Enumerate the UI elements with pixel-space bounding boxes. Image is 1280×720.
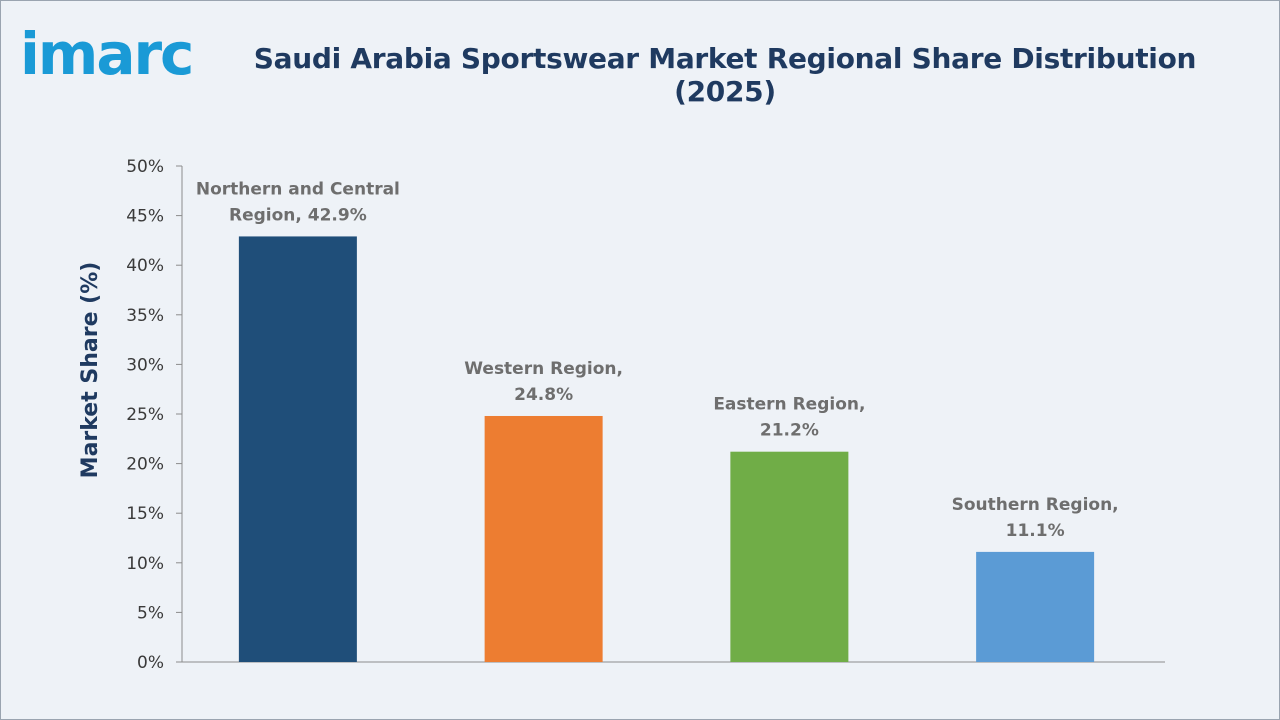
imarc-logo: imarc [20, 22, 194, 82]
y-tick-label: 15% [126, 504, 164, 524]
data-label: Region, 42.9% [229, 205, 367, 225]
bar-eastern-region [730, 451, 849, 662]
axes: 0% 5% 10% 15% 20% 25% 30% 35% 40% 45% 50% [126, 157, 1165, 673]
data-label: Western Region, [464, 359, 623, 379]
y-tick-label: 5% [137, 603, 164, 623]
y-tick-label: 45% [126, 207, 164, 227]
data-label: Northern and Central [196, 179, 400, 199]
bar-western-region [484, 415, 603, 662]
y-tick-label: 20% [126, 455, 164, 475]
y-tick-label: 35% [126, 306, 164, 326]
y-tick-label: 25% [126, 405, 164, 425]
bars [238, 236, 1095, 662]
data-label: 21.2% [760, 421, 819, 441]
data-labels: Northern and Central Region, 42.9% Western… [196, 179, 1119, 540]
chart-title: Saudi Arabia Sportswear Market Regional … [253, 42, 1197, 108]
y-tick-label: 50% [126, 157, 164, 177]
y-tick-label: 0% [137, 653, 164, 673]
y-tick-label: 30% [126, 355, 164, 375]
y-tick-label: 10% [126, 554, 164, 574]
imarc-logo-text: imarc [20, 22, 192, 82]
bar-southern-region [976, 551, 1095, 662]
data-label: 11.1% [1006, 521, 1065, 541]
y-axis-label: Market Share (%) [78, 262, 103, 479]
data-label: Southern Region, [952, 495, 1119, 515]
bar-northern-and-central-region [238, 236, 357, 662]
data-label: 24.8% [514, 385, 573, 405]
y-tick-label: 40% [126, 256, 164, 276]
data-label: Eastern Region, [713, 395, 865, 415]
